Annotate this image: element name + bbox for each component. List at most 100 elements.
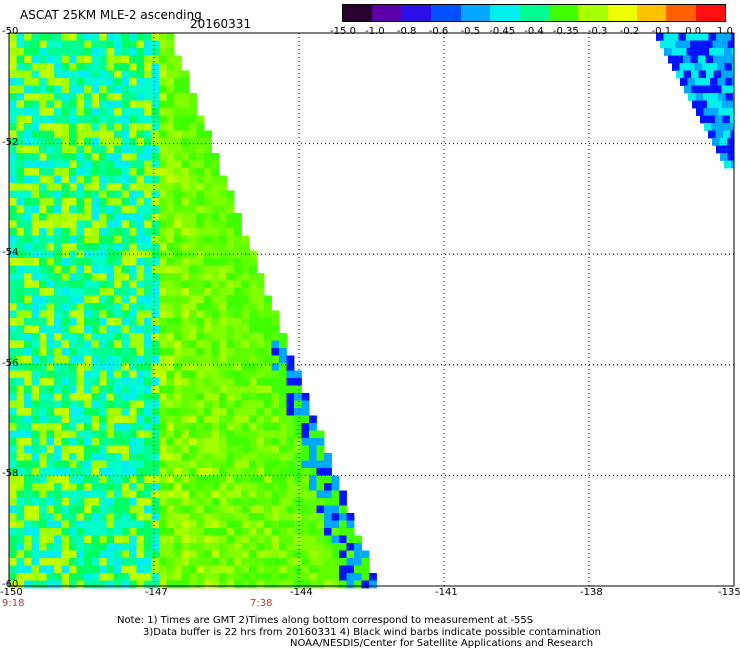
wind-cell [174, 138, 182, 146]
wind-cell [151, 280, 160, 289]
wind-cell [46, 115, 55, 124]
wind-cell [9, 520, 17, 529]
wind-cell [211, 355, 220, 364]
wind-cell [9, 295, 17, 304]
wind-cell [46, 468, 55, 476]
wind-cell [144, 318, 152, 326]
wind-cell [76, 520, 85, 529]
wind-cell [301, 558, 310, 566]
wind-cell [91, 535, 100, 544]
wind-cell [46, 273, 55, 281]
wind-cell [61, 100, 70, 109]
wind-cell [720, 153, 728, 161]
wind-cell [61, 40, 70, 49]
wind-cell [84, 438, 92, 446]
wind-cell [121, 183, 130, 191]
wind-cell [61, 543, 70, 551]
wind-cell [211, 460, 220, 469]
wind-cell [181, 445, 190, 454]
wind-cell [241, 430, 250, 439]
wind-cell [716, 33, 724, 41]
wind-cell [31, 543, 40, 551]
wind-cell [61, 235, 70, 244]
wind-cell [211, 325, 220, 334]
wind-cell [702, 63, 710, 71]
wind-cell [226, 483, 235, 491]
wind-cell [204, 475, 212, 484]
wind-cell [84, 513, 92, 521]
wind-cell [91, 400, 100, 409]
wind-cell [84, 228, 92, 236]
wind-cell [241, 580, 250, 589]
wind-cell [99, 543, 107, 551]
wind-cell [256, 408, 265, 416]
wind-cell [159, 325, 167, 334]
wind-cell [234, 498, 242, 506]
wind-cell [61, 505, 70, 514]
wind-cell [286, 573, 295, 581]
wind-cell [106, 280, 115, 289]
wind-cell [294, 505, 302, 514]
wind-cell [114, 543, 122, 551]
wind-cell [241, 348, 250, 356]
wind-cell [279, 400, 287, 409]
wind-cell [84, 138, 92, 146]
wind-cell [9, 460, 17, 469]
map-title: ASCAT 25KM MLE-2 ascending [20, 8, 202, 22]
wind-cell [204, 573, 212, 581]
wind-cell [106, 438, 115, 446]
wind-cell [129, 348, 137, 356]
wind-cell [54, 70, 62, 79]
wind-cell [181, 475, 190, 484]
wind-cell [91, 453, 100, 461]
wind-cell [204, 243, 212, 251]
wind-cell [76, 558, 85, 566]
wind-cell [46, 460, 55, 469]
wind-cell [91, 378, 100, 386]
color-scale-label: -15.0 [330, 26, 356, 37]
wind-cell [279, 430, 287, 439]
wind-cell [151, 355, 160, 364]
wind-cell [129, 453, 137, 461]
wind-cell [286, 453, 295, 461]
wind-cell [121, 130, 130, 139]
wind-cell [69, 385, 77, 394]
wind-cell [76, 460, 85, 469]
wind-cell [84, 505, 92, 514]
wind-cell [129, 400, 137, 409]
wind-cell [664, 48, 672, 56]
wind-cell [31, 468, 40, 476]
wind-cell [196, 258, 205, 266]
wind-cell [136, 70, 145, 79]
wind-cell [54, 130, 62, 139]
wind-cell [174, 168, 182, 176]
wind-cell [84, 235, 92, 244]
wind-cell [54, 378, 62, 386]
wind-cell [69, 295, 77, 304]
wind-cell [286, 363, 295, 371]
wind-cell [271, 333, 280, 341]
wind-cell [16, 190, 25, 199]
wind-cell [271, 565, 280, 574]
wind-cell [226, 490, 235, 499]
wind-cell [249, 265, 257, 274]
wind-cell [99, 55, 107, 64]
wind-cell [189, 280, 197, 289]
wind-cell [286, 483, 295, 491]
wind-cell [54, 265, 62, 274]
wind-cell [151, 243, 160, 251]
wind-cell [159, 48, 167, 56]
wind-cell [241, 340, 250, 349]
wind-cell [249, 355, 257, 364]
wind-cell [159, 565, 167, 574]
wind-cell [211, 310, 220, 319]
wind-cell [129, 528, 137, 536]
wind-cell [181, 205, 190, 214]
wind-cell [121, 303, 130, 311]
wind-cell [121, 318, 130, 326]
wind-cell [226, 445, 235, 454]
wind-cell [181, 220, 190, 229]
wind-cell [151, 423, 160, 431]
wind-cell [174, 438, 182, 446]
wind-cell [136, 303, 145, 311]
